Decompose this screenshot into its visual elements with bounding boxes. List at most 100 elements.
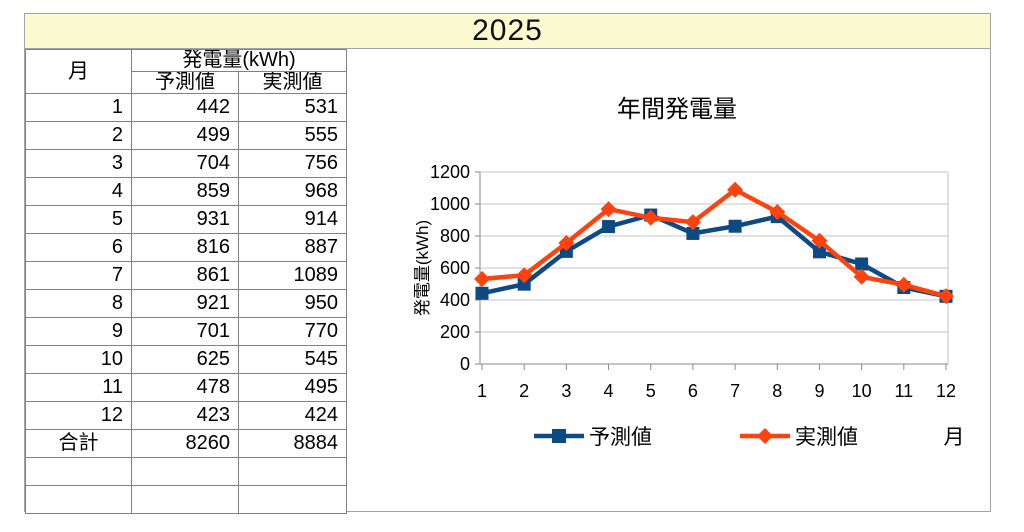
- table-row: 2 499 555: [25, 121, 347, 150]
- table-cell[interactable]: 424: [238, 401, 347, 430]
- generation-header-cell[interactable]: 発電量(kWh): [131, 49, 347, 72]
- y-axis-title: 発電量(kWh): [413, 220, 432, 316]
- data-table: 月 発電量(kWh) 予測値 実測値 1 442 531 2 499 555 3 704 756…: [25, 49, 347, 514]
- table-cell[interactable]: [25, 457, 132, 486]
- legend-actual-label: 実測値: [795, 426, 858, 449]
- table-cell[interactable]: 3: [25, 149, 132, 178]
- legend-forecast-label: 予測値: [589, 426, 652, 449]
- actual-marker: [558, 235, 575, 252]
- actual-marker: [811, 232, 828, 249]
- sheet-content: 月 発電量(kWh) 予測値 実測値 1 442 531 2 499 555 3 704 756…: [25, 49, 990, 514]
- table-cell[interactable]: 11: [25, 373, 132, 402]
- month-header-cell[interactable]: 月: [25, 49, 132, 94]
- year-title-band[interactable]: 2025: [25, 14, 990, 49]
- table-cell[interactable]: 756: [238, 149, 347, 178]
- table-cell[interactable]: 423: [131, 401, 239, 430]
- table-cell[interactable]: 4: [25, 177, 132, 206]
- table-cell[interactable]: 931: [131, 205, 239, 234]
- table-cell[interactable]: 495: [238, 373, 347, 402]
- table-cell[interactable]: 555: [238, 121, 347, 150]
- table-cell[interactable]: 9: [25, 317, 132, 346]
- table-cell[interactable]: 625: [131, 345, 239, 374]
- actual-marker: [769, 204, 786, 220]
- table-cell[interactable]: 2: [25, 121, 132, 150]
- actual-marker: [474, 271, 490, 288]
- x-tick-label: 9: [814, 381, 824, 401]
- table-cell[interactable]: 12: [25, 401, 132, 430]
- table-cell[interactable]: 8260: [131, 429, 239, 458]
- table-cell[interactable]: 816: [131, 233, 239, 262]
- chart-object[interactable]: 0 200 400 600 800 1000 1200 1 2 3 4 5 6 7 8 9 10 11 12 年間発電…: [347, 49, 990, 511]
- actual-marker: [853, 268, 870, 285]
- table-cell[interactable]: 770: [238, 317, 347, 346]
- table-cell[interactable]: 8884: [238, 429, 347, 458]
- actual-marker: [600, 201, 617, 218]
- table-cell[interactable]: 442: [131, 93, 239, 122]
- year-title: 2025: [472, 14, 543, 47]
- actual-header-cell[interactable]: 実測値: [238, 71, 347, 94]
- table-cell[interactable]: 921: [131, 289, 239, 318]
- table-cell[interactable]: 478: [131, 373, 239, 402]
- chart-title: 年間発電量: [617, 96, 737, 123]
- y-tick-label: 1200: [430, 162, 470, 182]
- table-row: 1 442 531: [25, 93, 347, 122]
- forecast-marker: [602, 220, 616, 234]
- legend-forecast-marker: [552, 429, 566, 443]
- table-cell[interactable]: 887: [238, 233, 347, 262]
- table-cell[interactable]: 10: [25, 345, 132, 374]
- actual-marker: [642, 209, 659, 226]
- sheet: 2025 月 発電量(kWh) 予測値 実測値 1 442 531 2 499 555 3 7…: [24, 13, 991, 514]
- x-tick-label: 5: [646, 381, 656, 401]
- table-row: 11 478 495: [25, 373, 347, 402]
- y-tick-label: 0: [460, 354, 470, 374]
- table-row: 7 861 1089: [25, 261, 347, 290]
- table-row: 3 704 756: [25, 149, 347, 178]
- table-cell[interactable]: 6: [25, 233, 132, 262]
- x-tick-label: 10: [852, 381, 872, 401]
- y-tick-label: 800: [440, 226, 470, 246]
- x-tick-label: 6: [688, 381, 698, 401]
- x-tick-label: 11: [894, 381, 913, 401]
- table-cell[interactable]: 1089: [238, 261, 347, 290]
- table-cell[interactable]: 704: [131, 149, 239, 178]
- table-row: 8 921 950: [25, 289, 347, 318]
- y-tick-label: 600: [440, 258, 470, 278]
- table-cell[interactable]: 701: [131, 317, 239, 346]
- empty-row: [25, 485, 347, 514]
- table-cell[interactable]: [238, 485, 347, 514]
- table-cell[interactable]: 859: [131, 177, 239, 206]
- actual-marker: [516, 267, 533, 284]
- table-cell[interactable]: 合計: [25, 429, 132, 458]
- table-cell[interactable]: 8: [25, 289, 132, 318]
- x-tick-label: 7: [730, 381, 740, 401]
- table-cell[interactable]: [131, 457, 239, 486]
- x-axis-title: 月: [944, 426, 965, 449]
- table-header-row-1: 月 発電量(kWh): [25, 49, 347, 94]
- table-cell[interactable]: 545: [238, 345, 347, 374]
- table-cell[interactable]: 968: [238, 177, 347, 206]
- table-cell[interactable]: 1: [25, 93, 132, 122]
- table-row: 5 931 914: [25, 205, 347, 234]
- actual-marker: [895, 276, 912, 293]
- table-body: 1 442 531 2 499 555 3 704 756 4 859 968 5 931 914 6 816 8…: [25, 93, 347, 514]
- empty-row: [25, 457, 347, 486]
- y-tick-label: 400: [440, 290, 470, 310]
- x-tick-label: 2: [519, 381, 529, 401]
- table-cell[interactable]: 531: [238, 93, 347, 122]
- forecast-marker: [728, 219, 742, 233]
- table-cell[interactable]: [238, 457, 347, 486]
- table-cell[interactable]: [25, 485, 132, 514]
- table-cell[interactable]: 7: [25, 261, 132, 290]
- table-cell[interactable]: 5: [25, 205, 132, 234]
- table-cell[interactable]: 499: [131, 121, 239, 150]
- table-cell[interactable]: 950: [238, 289, 347, 318]
- table-cell[interactable]: [131, 485, 239, 514]
- forecast-header-cell[interactable]: 予測値: [131, 71, 239, 94]
- table-cell[interactable]: 861: [131, 261, 239, 290]
- x-tick-label: 4: [604, 381, 614, 401]
- forecast-marker: [686, 226, 700, 240]
- table-cell[interactable]: 914: [238, 205, 347, 234]
- x-tick-label: 8: [772, 381, 782, 401]
- forecast-series-line: [481, 212, 947, 299]
